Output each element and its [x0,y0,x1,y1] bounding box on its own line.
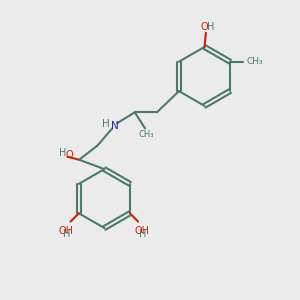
Text: H: H [139,229,146,239]
Text: H: H [102,119,110,129]
Text: CH₃: CH₃ [246,57,263,66]
Text: H: H [206,22,214,32]
Text: N: N [111,121,119,130]
Text: O: O [66,150,74,160]
Text: H: H [59,148,67,158]
Text: OH: OH [59,226,74,236]
Text: O: O [201,22,208,32]
Text: CH₃: CH₃ [139,130,154,139]
Text: OH: OH [135,226,150,236]
Text: H: H [63,229,70,239]
